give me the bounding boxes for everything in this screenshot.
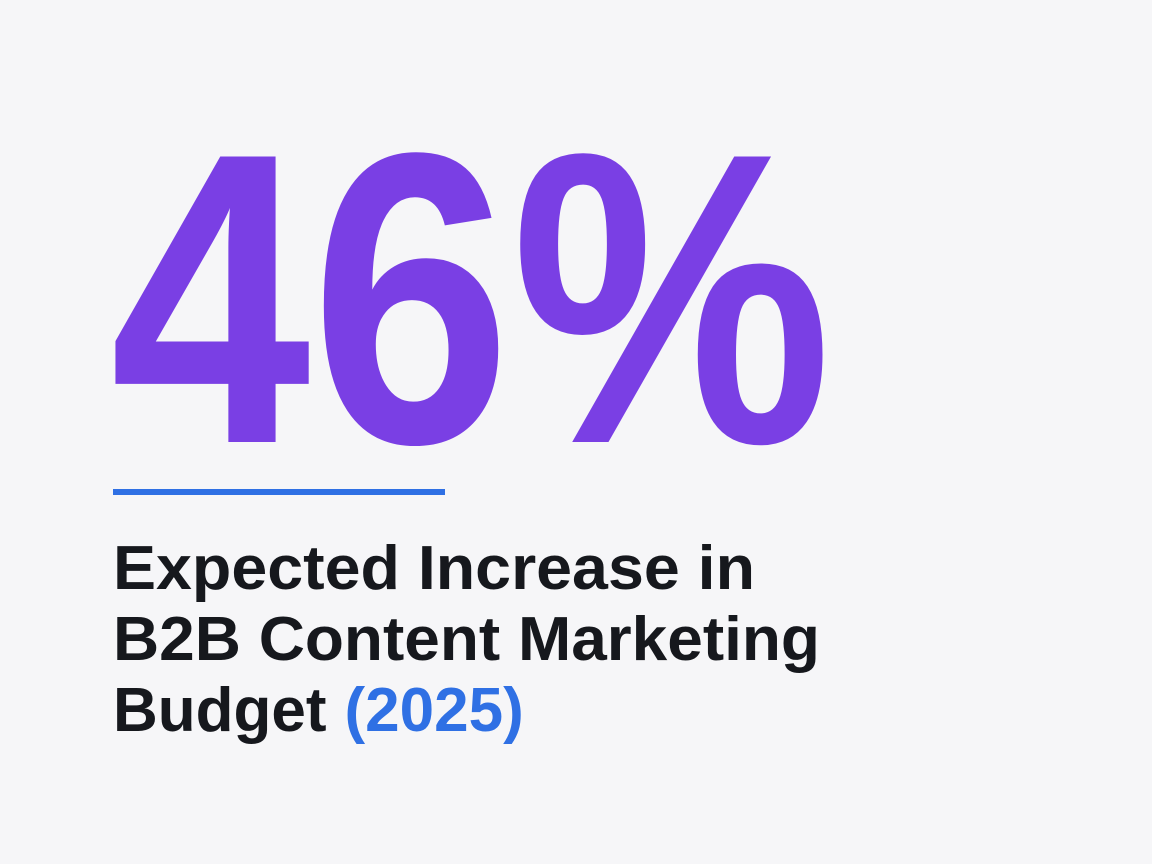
heading-line: B2B Content Marketing [113, 605, 820, 674]
heading-line: Expected Increase in [113, 534, 755, 603]
heading-text: Budget [113, 676, 327, 745]
divider [113, 489, 445, 495]
stat-value: 46% [110, 66, 832, 530]
heading-line: Budget (2025) [113, 676, 524, 745]
heading-year: (2025) [345, 676, 524, 745]
